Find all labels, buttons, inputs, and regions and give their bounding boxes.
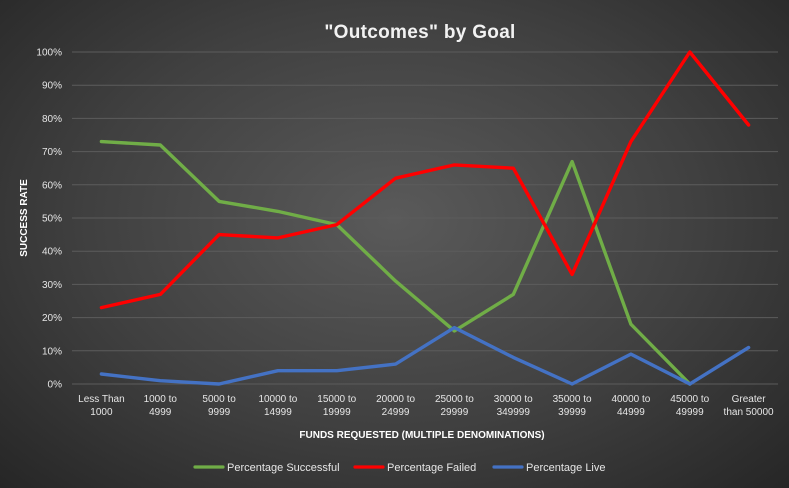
y-tick-label: 20% — [42, 313, 62, 324]
x-tick-label: 20000 to 24999 — [376, 394, 415, 418]
y-tick-label: 0% — [48, 380, 63, 391]
legend: Percentage Successful Percentage Failed Pe… — [193, 462, 606, 474]
legend-label: Percentage Failed — [387, 462, 476, 474]
series-line-2 — [99, 50, 751, 310]
x-tick-label: 45000 to 49999 — [670, 394, 709, 418]
series-line-1 — [99, 139, 692, 386]
series-lines — [99, 50, 751, 386]
y-tick-label: 100% — [36, 48, 62, 59]
y-tick-label: 90% — [42, 81, 62, 92]
x-tick-label: Less Than 1000 — [78, 394, 125, 418]
x-tick-label: Greater than 50000 — [724, 394, 774, 418]
gridlines — [72, 51, 778, 385]
legend-label: Percentage Live — [526, 462, 606, 474]
y-tick-label: 30% — [42, 280, 62, 291]
x-tick-label: 10000 to 14999 — [258, 394, 297, 418]
x-tick-label: 15000 to 19999 — [317, 394, 356, 418]
y-tick-label: 40% — [42, 247, 62, 258]
x-tick-label: 40000 to 44999 — [611, 394, 650, 418]
y-tick-label: 50% — [42, 214, 62, 225]
x-axis-label: FUNDS REQUESTED (MULTIPLE DENOMINATIONS) — [299, 430, 544, 441]
y-tick-label: 10% — [42, 346, 62, 357]
x-tick-label: 25000 to 29999 — [435, 394, 474, 418]
y-tick-label: 80% — [42, 114, 62, 125]
y-axis-label: SUCCESS RATE — [19, 179, 30, 257]
y-tick-label: 60% — [42, 180, 62, 191]
x-axis-ticks: Less Than 1000 1000 to 4999 5000 to 9999 10000… — [78, 394, 774, 418]
x-tick-label: 1000 to 4999 — [144, 394, 178, 418]
chart-title: "Outcomes" by Goal — [324, 22, 515, 43]
x-tick-label: 35000 to 39999 — [553, 394, 592, 418]
x-tick-label: 5000 to 9999 — [202, 394, 236, 418]
x-tick-label: 30000 to 349999 — [494, 394, 533, 418]
y-tick-label: 70% — [42, 147, 62, 158]
legend-label: Percentage Successful — [227, 462, 340, 474]
series-line-3 — [99, 325, 751, 386]
y-axis-ticks: 0% 10% 20% 30% 40% 50% 60% 70% 80% 90% 100% — [36, 48, 62, 391]
